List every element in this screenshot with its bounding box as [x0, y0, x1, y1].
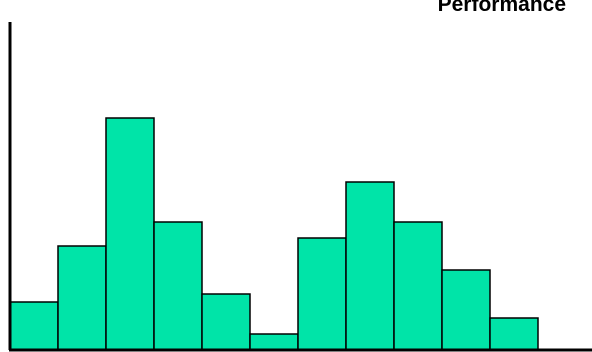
- bar-1: [9, 301, 59, 351]
- bar-group: [9, 117, 539, 351]
- bar-8: [345, 181, 395, 351]
- bar-9: [393, 221, 443, 351]
- bar-4: [153, 221, 203, 351]
- bar-10: [441, 269, 491, 351]
- chart-title: Performance: [438, 0, 566, 16]
- bar-2: [57, 245, 107, 351]
- bar-6: [249, 333, 299, 351]
- bar-3: [105, 117, 155, 351]
- bar-7: [297, 237, 347, 351]
- bar-11: [489, 317, 539, 351]
- bar-5: [201, 293, 251, 351]
